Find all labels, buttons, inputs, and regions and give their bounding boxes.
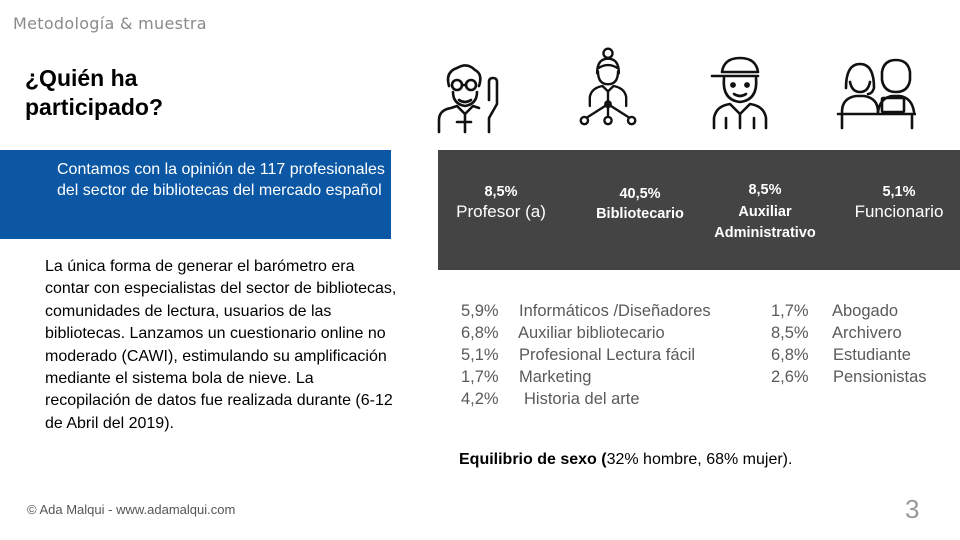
profile-civil-pct: 5,1% [882,184,916,200]
list-item-label: Marketing [519,368,592,386]
list-item-label: Auxiliar bibliotecario [518,324,665,342]
profile-admin-assistant: 8,5% Auxiliar Administrativo [700,180,830,245]
profile-librarian-pct: 40,5% [619,186,661,202]
profile-admin-label-line1: Auxiliar [738,203,792,220]
profile-librarian: 40,5% Bibliotecario [570,184,710,224]
page-title-line2: participado? [25,94,164,120]
librarian-network-icon [568,46,648,126]
page-title-line1: ¿Quién ha [25,65,138,91]
profile-admin-pct: 8,5% [748,182,782,198]
profile-teacher-pct: 8,5% [484,184,518,200]
profile-civil-servant: 5,1% Funcionario [840,182,958,222]
gender-balance-label: Equilibrio de sexo ( [459,451,607,468]
list-item-label: Abogado [832,302,899,320]
profile-librarian-label: Bibliotecario [596,206,684,222]
profile-civil-label: Funcionario [854,202,944,221]
list-item-pct: 1,7% [771,302,809,320]
list-item-pct: 8,5% [771,324,809,342]
highlight-text: Contamos con la opinión de 117 profesion… [57,161,385,199]
profile-teacher: 8,5% Profesor (a) [438,182,564,222]
main-profiles-bar: 8,5% Profesor (a) 40,5% Bibliotecario 8,… [438,150,960,270]
list-item-pct: 4,2% [461,390,499,408]
profile-teacher-label: Profesor (a) [456,202,546,221]
list-item-label: Estudiante [833,346,911,364]
office-desk-icon [836,52,918,132]
methodology-paragraph: La única forma de generar el barómetro e… [45,258,397,432]
footer-copyright: © Ada Malqui - www.adamalqui.com [27,502,236,517]
list-item-label: Pensionistas [833,368,927,386]
list-item-pct: 6,8% [771,346,809,364]
page-number: 3 [905,494,920,524]
gender-balance: Equilibrio de sexo (32% hombre, 68% muje… [459,451,792,469]
page-title: ¿Quién ha participado? [25,64,325,122]
list-item-label: Historia del arte [524,390,640,408]
gender-balance-values: 32% hombre, 68% mujer). [606,451,793,468]
list-item-label: Archivero [832,324,902,342]
list-item-pct: 1,7% [461,368,499,386]
list-item-pct: 2,6% [771,368,809,386]
section-title: Metodología & muestra [13,14,207,33]
list-item-pct: 5,9% [461,302,499,320]
list-item-label: Informáticos /Diseñadores [519,302,711,320]
highlight-box: Contamos con la opinión de 117 profesion… [0,150,391,239]
teacher-icon [427,56,507,136]
worker-cap-icon [700,52,780,132]
profile-admin-label-line2: Administrativo [714,225,816,241]
list-item-pct: 5,1% [461,346,499,364]
list-item-label: Profesional Lectura fácil [519,346,696,364]
list-item-pct: 6,8% [461,324,499,342]
